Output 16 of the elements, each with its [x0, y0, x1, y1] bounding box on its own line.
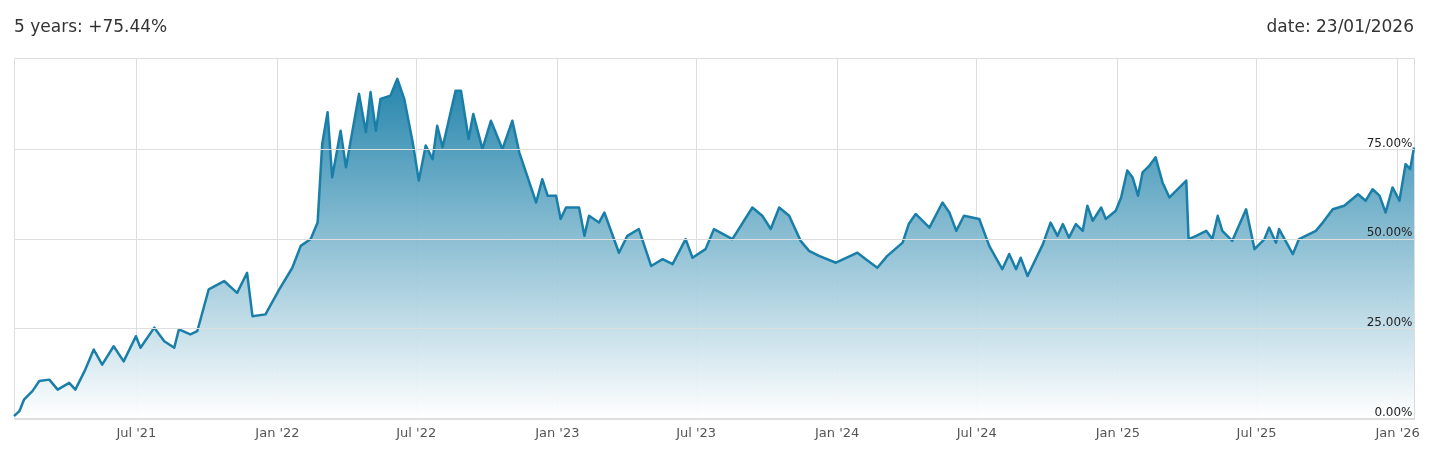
x-tick-label: Jul '22 [395, 424, 437, 440]
x-tick-label: Jan '26 [1374, 424, 1420, 440]
x-tick-label: Jan '25 [1094, 424, 1140, 440]
x-tick-label: Jan '22 [254, 424, 300, 440]
x-tick-label: Jul '21 [115, 424, 157, 440]
x-tick-label: Jul '23 [675, 424, 717, 440]
y-tick-label: 25.00% [1366, 314, 1413, 329]
y-tick-label: 50.00% [1366, 225, 1413, 240]
y-tick-label: 75.00% [1366, 135, 1413, 150]
text: date: 23/01/2026 [1266, 16, 1414, 36]
x-tick-label: Jan '24 [814, 424, 860, 440]
x-tick-label: Jan '23 [534, 424, 580, 440]
y-tick-label: 0.00% [1374, 404, 1413, 419]
x-tick-label: Jul '24 [955, 424, 997, 440]
x-tick-label: Jul '25 [1235, 424, 1277, 440]
chart-title: 5 years: +75.44% [14, 16, 168, 36]
